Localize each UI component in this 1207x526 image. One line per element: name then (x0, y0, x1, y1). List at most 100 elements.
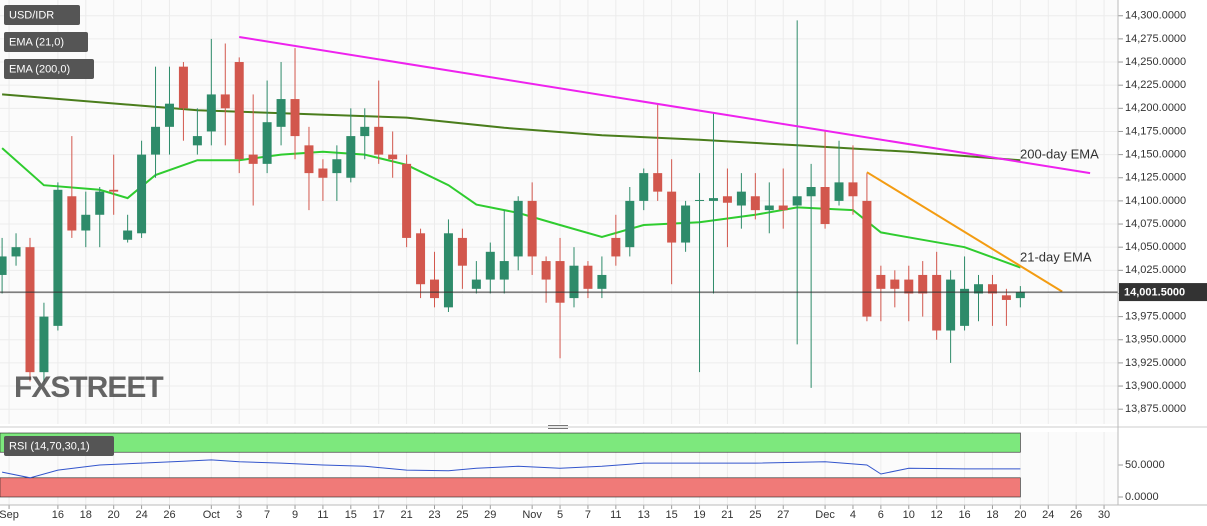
x-tick-label: 23 (428, 509, 440, 521)
x-tick-label: Nov (522, 509, 542, 521)
x-tick-label: 15 (345, 509, 357, 521)
candle-body (667, 191, 677, 243)
watermark: FXSTREET (14, 371, 163, 404)
candle-body (151, 126, 161, 155)
candle-body (862, 200, 872, 317)
candle-body (137, 154, 147, 234)
y-tick-label: 14,050.0000 (1125, 241, 1186, 253)
x-tick-label: 18 (986, 509, 998, 521)
annotation: 21-day EMA (1020, 249, 1092, 264)
legend-box[interactable] (4, 5, 80, 25)
legend-box[interactable] (4, 59, 94, 79)
x-tick-label: 3 (236, 509, 242, 521)
x-tick-label: 7 (264, 509, 270, 521)
x-tick-label: 15 (666, 509, 678, 521)
x-tick-label: 4 (850, 509, 856, 521)
candle-body (290, 99, 300, 137)
x-tick-label: 16 (52, 509, 64, 521)
y-tick-label: 14,250.0000 (1125, 56, 1186, 68)
candle-body (388, 154, 398, 160)
y-tick-label: 14,200.0000 (1125, 102, 1186, 114)
y-tick-label: 13,950.0000 (1125, 334, 1186, 346)
legend-label: USD/IDR (9, 9, 54, 21)
candle-body (276, 99, 286, 127)
candle-body (25, 247, 35, 373)
candle-body (192, 136, 202, 146)
legend-box[interactable] (4, 436, 114, 456)
legend-label: RSI (14,70,30,1) (9, 440, 90, 452)
candle-body (820, 187, 830, 225)
candle-body (681, 205, 691, 243)
x-tick-label: 17 (373, 509, 385, 521)
y-tick-label: 14,300.0000 (1125, 10, 1186, 22)
x-tick-label: Sep (0, 509, 19, 521)
candle-body (653, 173, 663, 192)
x-tick-label: 25 (456, 509, 468, 521)
x-tick-label: 25 (749, 509, 761, 521)
candle-body (457, 237, 467, 266)
candle-body (485, 251, 495, 280)
candle-body (876, 274, 886, 289)
candle-body (792, 196, 802, 206)
x-tick-label: 16 (958, 509, 970, 521)
candle-body (932, 274, 942, 331)
candle-body (248, 154, 258, 164)
candle-body (625, 200, 635, 248)
candle-body (960, 288, 970, 326)
candle-body (416, 233, 426, 285)
candle-body (513, 200, 523, 257)
trend-line (866, 171, 1063, 293)
candle-body (904, 279, 914, 294)
y-tick-label: 14,225.0000 (1125, 79, 1186, 91)
candle-body (527, 200, 537, 257)
candle-body (834, 182, 844, 201)
candle-body (946, 279, 956, 331)
x-tick-label: 19 (693, 509, 705, 521)
candle-body (53, 189, 63, 326)
y-tick-label: 14,175.0000 (1125, 125, 1186, 137)
annotation: 200-day EMA (1020, 146, 1099, 161)
x-tick-label: 7 (585, 509, 591, 521)
candle-body (67, 196, 77, 231)
candle-body (1015, 292, 1025, 299)
x-tick-label: 21 (400, 509, 412, 521)
candle-body (611, 237, 621, 257)
x-tick-label: Dec (815, 509, 835, 521)
y-tick-label: 14,100.0000 (1125, 195, 1186, 207)
candle-body (332, 159, 342, 174)
content: 14,001.5000 (0, 20, 1207, 498)
candle-body (764, 205, 774, 211)
candle-body (109, 189, 119, 192)
candle-body (206, 94, 216, 132)
x-tick-label: 13 (638, 509, 650, 521)
y-tick-label: 13,875.0000 (1125, 403, 1186, 415)
x-tick-label: Oct (203, 509, 220, 521)
x-tick-label: 10 (903, 509, 915, 521)
x-tick-label: 11 (317, 509, 328, 521)
y-tick-label: 13,900.0000 (1125, 380, 1186, 392)
candle-body (39, 316, 49, 373)
legend-box[interactable] (4, 32, 88, 52)
candle-body (918, 274, 928, 294)
candle-body (430, 279, 440, 299)
candle-body (778, 205, 788, 211)
candle-body (95, 191, 105, 215)
candle-body (402, 163, 412, 238)
legend-label: EMA (200,0) (9, 63, 70, 75)
candle-body (890, 279, 900, 289)
candle-body (750, 196, 760, 211)
candle-body (360, 126, 370, 137)
candle-body (597, 274, 607, 289)
x-tick-label: 5 (557, 509, 563, 521)
candle-body (974, 284, 984, 294)
x-tick-label: 6 (878, 509, 884, 521)
x-tick-label: 9 (292, 509, 298, 521)
x-tick-label: 29 (484, 509, 496, 521)
candle-body (81, 214, 91, 231)
candle-body (220, 94, 230, 109)
rsi-band (0, 432, 1021, 453)
candle-body (164, 103, 174, 127)
y-tick-label: 14,275.0000 (1125, 33, 1186, 45)
candle-body (555, 261, 565, 303)
